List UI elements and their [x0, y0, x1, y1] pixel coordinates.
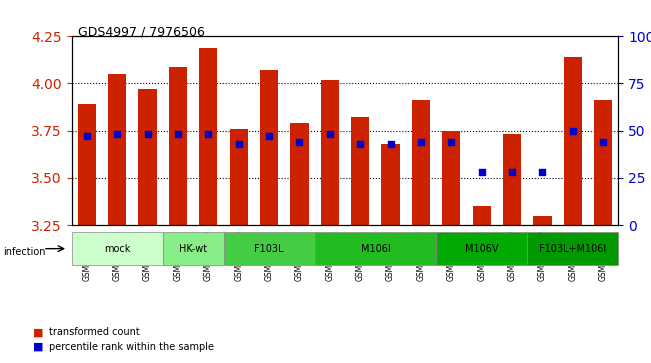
Text: GDS4997 / 7976506: GDS4997 / 7976506: [78, 25, 205, 38]
Point: [81, 134, 92, 139]
Point: [325, 131, 335, 137]
Point: [173, 131, 183, 137]
Bar: [290, 123, 309, 225]
Point: [568, 128, 578, 134]
Bar: [381, 144, 400, 225]
Bar: [442, 131, 460, 225]
Bar: [108, 74, 126, 225]
Point: [264, 134, 274, 139]
Text: ■: ■: [33, 327, 43, 337]
Text: infection: infection: [3, 247, 46, 257]
FancyBboxPatch shape: [72, 232, 163, 265]
Bar: [594, 101, 613, 225]
Text: transformed count: transformed count: [49, 327, 139, 337]
Point: [203, 131, 214, 137]
FancyBboxPatch shape: [527, 232, 618, 265]
FancyBboxPatch shape: [436, 232, 527, 265]
Point: [294, 139, 305, 145]
Point: [416, 139, 426, 145]
Point: [477, 169, 487, 175]
Point: [507, 169, 518, 175]
Text: M106V: M106V: [465, 244, 499, 254]
Bar: [412, 101, 430, 225]
Text: mock: mock: [104, 244, 130, 254]
Bar: [321, 80, 339, 225]
FancyBboxPatch shape: [163, 232, 223, 265]
Text: HK-wt: HK-wt: [179, 244, 207, 254]
Text: F103L+M106I: F103L+M106I: [539, 244, 607, 254]
Bar: [564, 57, 582, 225]
Bar: [533, 216, 551, 225]
Bar: [169, 66, 187, 225]
Bar: [260, 70, 278, 225]
Point: [598, 139, 609, 145]
FancyBboxPatch shape: [223, 232, 314, 265]
FancyBboxPatch shape: [314, 232, 436, 265]
Text: percentile rank within the sample: percentile rank within the sample: [49, 342, 214, 352]
Bar: [503, 134, 521, 225]
Point: [446, 139, 456, 145]
Point: [112, 131, 122, 137]
Bar: [230, 129, 248, 225]
Bar: [351, 118, 369, 225]
Point: [143, 131, 153, 137]
Bar: [139, 89, 157, 225]
Point: [234, 141, 244, 147]
Point: [385, 141, 396, 147]
Text: F103L: F103L: [255, 244, 284, 254]
Point: [355, 141, 365, 147]
Point: [537, 169, 547, 175]
Bar: [199, 48, 217, 225]
Bar: [473, 206, 491, 225]
Text: M106I: M106I: [361, 244, 391, 254]
Bar: [77, 104, 96, 225]
Text: ■: ■: [33, 342, 43, 352]
